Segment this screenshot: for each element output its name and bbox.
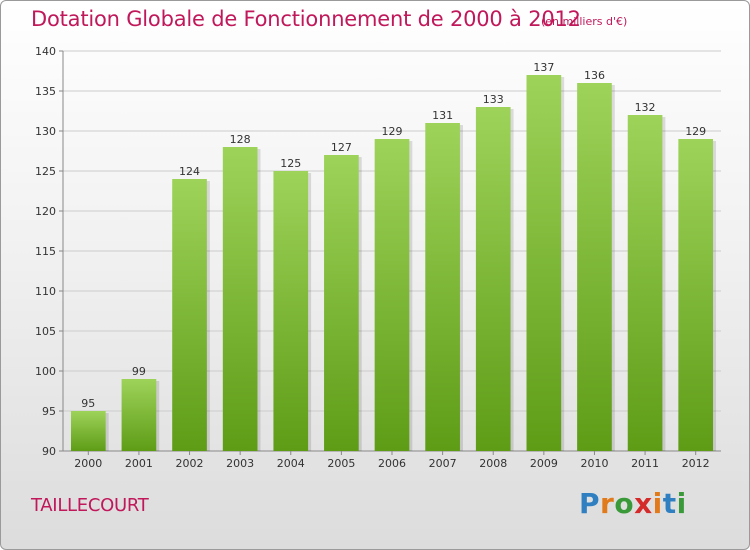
y-tick-label: 130 (35, 125, 56, 138)
logo-letter: P (579, 487, 601, 520)
x-tick-label: 2010 (580, 457, 608, 470)
logo-letter: x (634, 487, 653, 520)
data-label: 136 (584, 69, 605, 82)
data-label: 129 (382, 125, 403, 138)
x-tick-label: 2007 (429, 457, 457, 470)
data-label: 125 (280, 157, 301, 170)
bar-2008 (475, 107, 511, 451)
logo-letter: r (600, 487, 615, 520)
y-tick-label: 120 (35, 205, 56, 218)
x-tick-label: 2009 (530, 457, 558, 470)
data-label: 99 (132, 365, 146, 378)
commune-name: TAILLECOURT (31, 495, 149, 516)
bar-2000 (70, 411, 106, 451)
y-tick-label: 135 (35, 85, 56, 98)
data-label: 133 (483, 93, 504, 106)
chart-unit-label: (en milliers d'€) (541, 15, 628, 28)
x-tick-label: 2011 (631, 457, 659, 470)
chart-title: Dotation Globale de Fonctionnement de 20… (31, 7, 581, 31)
data-label: 128 (230, 133, 251, 146)
y-tick-label: 90 (42, 445, 56, 458)
logo-letter: t (662, 487, 677, 520)
bar-2006 (374, 139, 410, 451)
data-label: 124 (179, 165, 200, 178)
proxiti-logo[interactable]: Proxiti (579, 487, 687, 520)
x-tick-label: 2006 (378, 457, 406, 470)
x-tick-label: 2012 (682, 457, 710, 470)
x-tick-label: 2002 (176, 457, 204, 470)
bar-2012 (678, 139, 714, 451)
y-tick-label: 110 (35, 285, 56, 298)
data-label: 95 (81, 397, 95, 410)
x-tick-label: 2005 (327, 457, 355, 470)
y-tick-label: 105 (35, 325, 56, 338)
y-tick-label: 140 (35, 45, 56, 58)
x-tick-label: 2003 (226, 457, 254, 470)
bar-2010 (577, 83, 612, 451)
data-labels: 95 99 124 128 125 127 129 131 133 137 136 132 129 (81, 61, 706, 410)
x-tick-label: 2001 (125, 457, 153, 470)
logo-letter: i (676, 487, 687, 520)
bar-2004 (273, 171, 309, 451)
y-tick-label: 100 (35, 365, 56, 378)
bars (70, 75, 717, 451)
data-label: 132 (635, 101, 656, 114)
bar-2003 (222, 147, 258, 451)
bar-2005 (324, 155, 359, 451)
data-label: 131 (432, 109, 453, 122)
logo-letter: o (614, 487, 635, 520)
bar-2009 (526, 75, 562, 451)
x-tick-label: 2004 (277, 457, 305, 470)
logo-letter: i (652, 487, 663, 520)
bar-2011 (627, 115, 663, 451)
data-label: 137 (533, 61, 554, 74)
y-tick-label: 95 (42, 405, 56, 418)
bar-2007 (425, 123, 460, 451)
data-label: 129 (685, 125, 706, 138)
y-tick-label: 115 (35, 245, 56, 258)
bar-2002 (172, 179, 207, 451)
data-label: 127 (331, 141, 352, 154)
y-tick-label: 125 (35, 165, 56, 178)
x-tick-label: 2000 (74, 457, 102, 470)
x-tick-label: 2008 (479, 457, 507, 470)
bar-2001 (121, 379, 157, 451)
